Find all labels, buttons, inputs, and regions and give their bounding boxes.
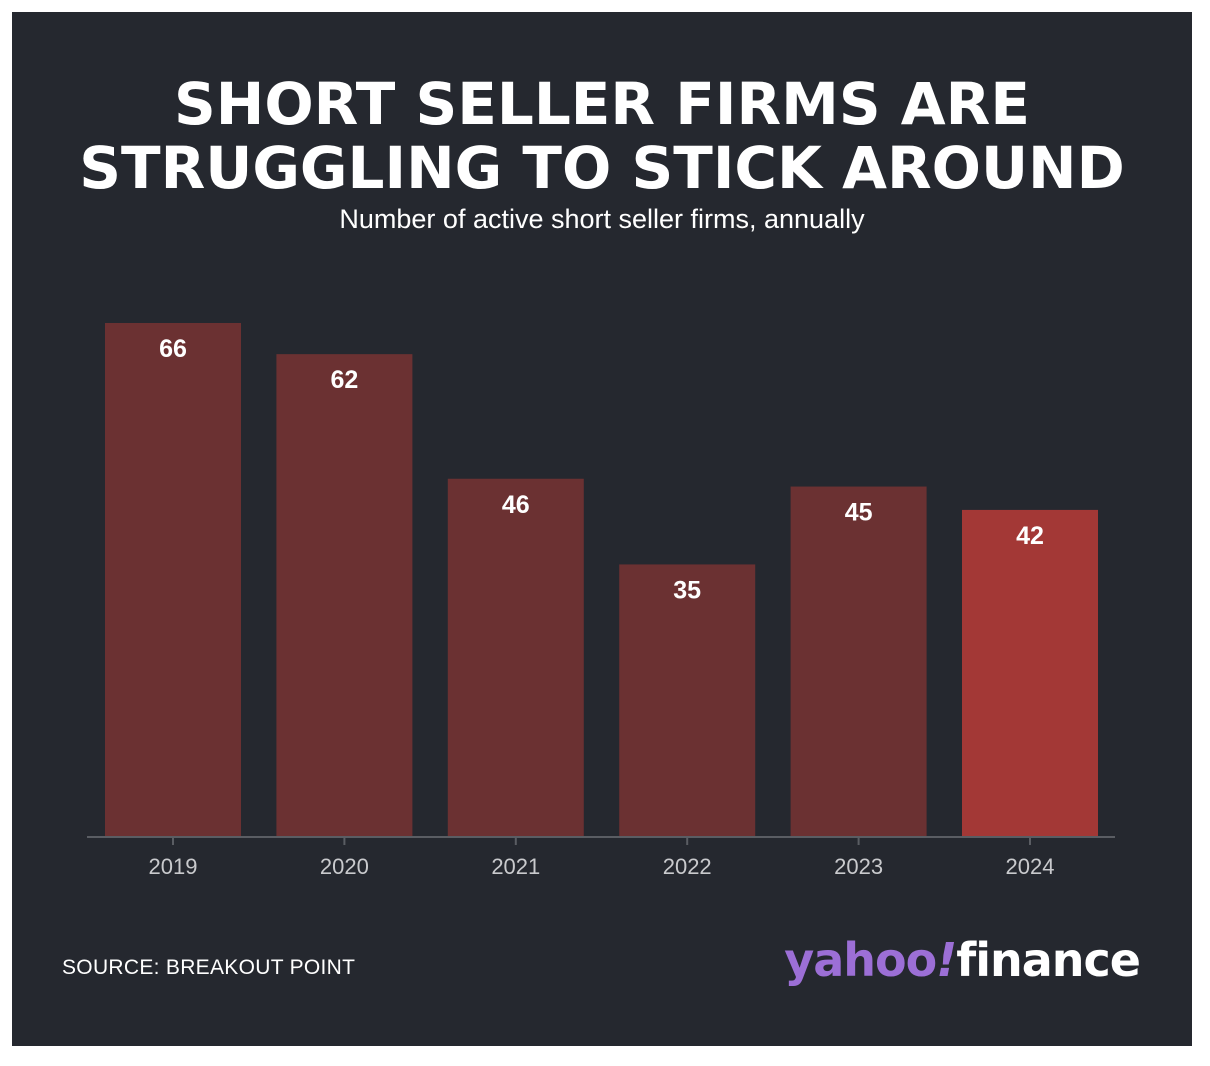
logo-finance: finance — [956, 933, 1141, 987]
bar-2022 — [619, 564, 756, 837]
value-label-2022: 35 — [673, 576, 701, 604]
bar-2023 — [790, 486, 927, 837]
bar-2019 — [105, 323, 241, 837]
bar-2020 — [276, 354, 413, 837]
value-label-2023: 45 — [845, 499, 873, 527]
yahoo-finance-logo: yahoo!finance — [784, 930, 1141, 990]
chart-title-line-2: STRUGGLING TO STICK AROUND — [79, 134, 1125, 202]
chart-title-line-1: SHORT SELLER FIRMS ARE — [174, 70, 1030, 138]
x-tick-label-2020: 2020 — [320, 854, 369, 879]
chart-panel: SHORT SELLER FIRMS ARE STRUGGLING TO STI… — [12, 12, 1192, 1046]
bar-chart: 66 2019 62 2020 46 2021 35 2022 45 2023 42 2024 — [87, 323, 1115, 879]
x-tick-label-2023: 2023 — [834, 854, 883, 879]
value-label-2020: 62 — [330, 366, 358, 394]
x-tick-label-2024: 2024 — [1006, 854, 1055, 879]
value-label-2021: 46 — [502, 491, 530, 519]
value-label-2019: 66 — [159, 335, 187, 363]
logo-exclamation: ! — [936, 933, 957, 987]
bar-2021 — [447, 478, 584, 837]
chart-title: SHORT SELLER FIRMS ARE STRUGGLING TO STI… — [12, 72, 1192, 200]
x-tick-label-2021: 2021 — [491, 854, 540, 879]
logo-yahoo: yahoo — [784, 933, 937, 987]
chart-subtitle: Number of active short seller firms, ann… — [339, 204, 865, 234]
value-label-2024: 42 — [1016, 522, 1044, 550]
x-tick-label-2019: 2019 — [149, 854, 198, 879]
source-note: SOURCE: BREAKOUT POINT — [62, 956, 356, 979]
bar-2024 — [962, 509, 1098, 837]
x-tick-label-2022: 2022 — [663, 854, 712, 879]
